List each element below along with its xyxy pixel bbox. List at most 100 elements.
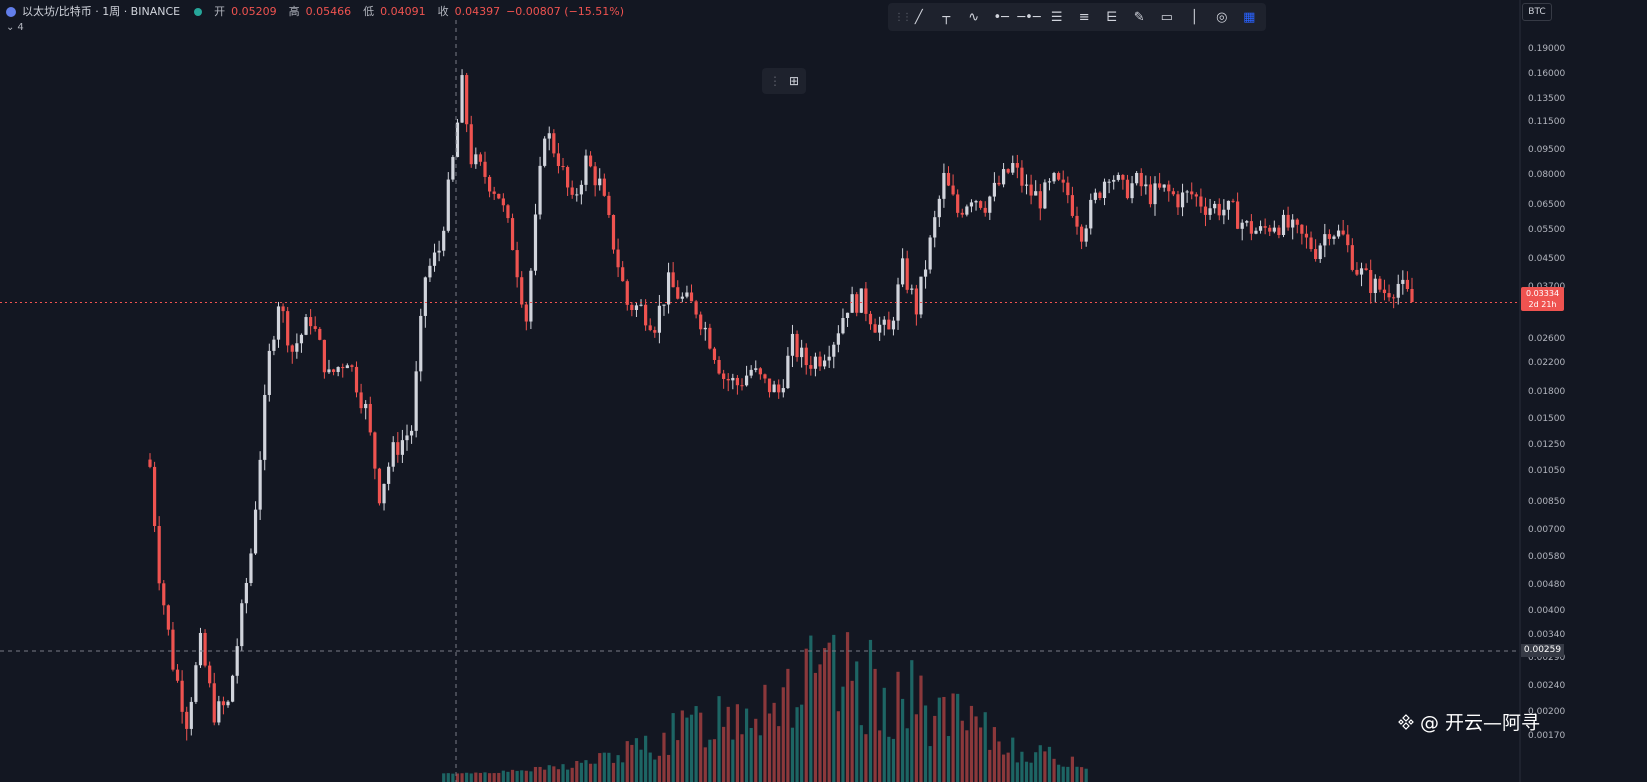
volume-bar <box>855 661 859 782</box>
candle <box>341 363 345 378</box>
candle <box>529 268 533 330</box>
price-axis-tick: 0.00290 <box>1528 653 1566 664</box>
candle <box>295 333 299 359</box>
candle <box>506 204 510 223</box>
volume-bar <box>1038 745 1042 782</box>
zigzag-icon[interactable]: ∿ <box>968 9 980 25</box>
volume-bar <box>639 749 643 782</box>
candle <box>350 364 354 372</box>
candle <box>1098 191 1102 201</box>
volume-bar <box>722 726 726 782</box>
low-value: 0.04091 <box>380 5 426 18</box>
candle <box>905 250 909 294</box>
cross-line-icon[interactable]: ┬ <box>942 9 951 25</box>
candle <box>1346 225 1350 253</box>
volume-bar <box>634 738 639 782</box>
candle <box>524 301 528 331</box>
volume-bar <box>685 717 689 782</box>
volume-bar <box>593 763 597 782</box>
candle <box>1158 172 1162 190</box>
volume-bar <box>946 736 951 782</box>
candle <box>1144 175 1148 195</box>
candle <box>1350 238 1354 272</box>
candle <box>432 243 437 272</box>
candle <box>1318 243 1322 263</box>
layout-grid-icon[interactable]: ▦ <box>1243 9 1256 25</box>
volume-bar <box>616 755 620 782</box>
candle <box>318 326 322 341</box>
vertical-line-icon[interactable]: │ <box>1190 9 1199 25</box>
chevron-down-icon[interactable]: ⌄ <box>6 22 15 33</box>
candle <box>946 166 951 187</box>
currency-badge[interactable]: BTC <box>1522 3 1552 21</box>
volume-bar <box>905 728 909 782</box>
candle <box>841 308 845 335</box>
candle <box>157 516 161 591</box>
candle <box>1190 182 1194 200</box>
candle <box>1011 155 1015 175</box>
fib-retracement-icon[interactable]: ≡ <box>1078 9 1090 25</box>
volume-bar <box>598 753 602 782</box>
volume-bar <box>910 660 914 782</box>
volume-bar <box>997 741 1001 782</box>
rectangle-icon[interactable]: ▭ <box>1160 9 1173 25</box>
current-price-value: 0.03334 <box>1525 289 1560 298</box>
candle <box>194 661 198 704</box>
candle <box>1153 176 1157 216</box>
volume-bar <box>1024 761 1029 782</box>
volume-bar <box>749 727 753 782</box>
fib-fan-icon[interactable]: ⋿ <box>1106 9 1118 25</box>
candle <box>598 168 602 191</box>
volume-bar <box>588 763 593 782</box>
candle <box>1034 180 1038 196</box>
symbol-title[interactable]: 以太坊/比特币 · 1周 · BINANCE <box>22 5 181 18</box>
price-axis-tick: 0.00580 <box>1528 552 1566 563</box>
volume-bar <box>809 635 813 782</box>
parallel-channel-icon[interactable]: ☰ <box>1050 9 1063 25</box>
high-value: 0.05466 <box>305 5 352 18</box>
candle <box>1066 176 1070 204</box>
candle <box>864 282 868 322</box>
candle <box>1401 270 1405 295</box>
volume-bar <box>868 639 873 782</box>
candle <box>240 599 244 652</box>
candle <box>767 378 772 398</box>
volume-bar <box>767 713 772 782</box>
volume-bar <box>1084 768 1088 782</box>
candle <box>1075 206 1079 235</box>
volume-bar <box>547 765 551 782</box>
candle <box>180 670 184 724</box>
price-axis-tick: 0.02200 <box>1528 358 1566 369</box>
brush-icon[interactable]: ✎ <box>1133 9 1145 25</box>
candle <box>685 285 689 299</box>
candle <box>979 200 983 210</box>
drag-handle-icon[interactable]: ⋮⋮ <box>894 11 912 23</box>
watermark: @ 开云—阿寻 <box>1398 708 1540 735</box>
object-tree-icon[interactable]: ⊞ <box>788 74 800 88</box>
volume-bar <box>859 725 863 782</box>
candle <box>400 429 404 463</box>
candle <box>891 316 896 336</box>
horizontal-ray-icon[interactable]: •─ <box>993 9 1010 25</box>
candle <box>309 309 313 335</box>
candle <box>1116 172 1120 182</box>
target-icon[interactable]: ◎ <box>1216 9 1228 25</box>
candle <box>1226 200 1231 220</box>
volume-bar <box>524 770 528 782</box>
volume-bar <box>735 704 740 782</box>
candle <box>1112 175 1116 190</box>
candle <box>611 214 616 254</box>
drag-handle-icon[interactable]: ⋮ <box>768 74 781 88</box>
candle <box>166 604 170 636</box>
volume-bar <box>923 705 928 782</box>
candle <box>419 308 423 382</box>
low-label: 低 <box>363 5 375 18</box>
trend-line-icon[interactable]: ╱ <box>914 9 923 25</box>
indicator-toggle[interactable]: ⌄ 4 <box>6 22 24 33</box>
volume-bar <box>469 773 473 782</box>
volume-bar <box>864 734 868 782</box>
candle <box>391 436 395 472</box>
horizontal-line-icon[interactable]: ─•─ <box>1017 9 1041 25</box>
candle <box>1378 276 1382 293</box>
